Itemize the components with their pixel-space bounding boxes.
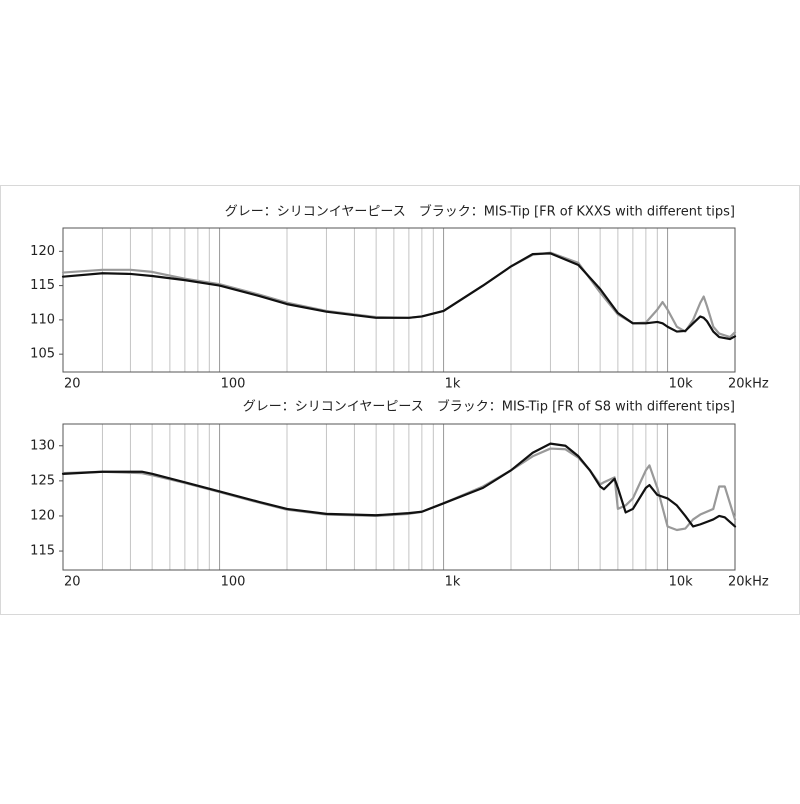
series-line bbox=[61, 251, 737, 339]
plot-border bbox=[62, 227, 736, 373]
y-tick-label: 120 bbox=[30, 508, 55, 523]
x-tick-label: 10k bbox=[669, 377, 694, 392]
y-tick-label: 125 bbox=[30, 473, 55, 488]
chart-title: グレー：シリコンイヤーピース ブラック：MIS-Tip [FR of S8 wi… bbox=[243, 399, 735, 415]
y-tick-label: 110 bbox=[30, 312, 55, 327]
chart-title: グレー：シリコンイヤーピース ブラック：MIS-Tip [FR of KXXS … bbox=[225, 204, 735, 220]
x-tick-label: 100 bbox=[221, 575, 246, 590]
x-tick-label: 1k bbox=[445, 377, 461, 392]
x-tick-label: 1k bbox=[445, 575, 461, 590]
y-tick-label: 120 bbox=[30, 244, 55, 259]
y-tick-label: 115 bbox=[30, 278, 55, 293]
x-tick-label: 20kHz bbox=[728, 575, 769, 590]
x-tick-label: 10k bbox=[669, 575, 694, 590]
plot-border bbox=[62, 423, 736, 571]
y-tick-label: 105 bbox=[30, 347, 55, 362]
x-tick-label: 100 bbox=[221, 377, 246, 392]
series-line bbox=[61, 252, 737, 341]
y-tick-label: 115 bbox=[30, 544, 55, 559]
y-tick-label: 130 bbox=[30, 438, 55, 453]
x-tick-label: 20 bbox=[64, 575, 81, 590]
plot-area bbox=[63, 424, 735, 570]
series-line bbox=[61, 442, 737, 528]
x-tick-label: 20 bbox=[64, 377, 81, 392]
x-tick-label: 20kHz bbox=[728, 377, 769, 392]
plot-area bbox=[63, 228, 735, 372]
